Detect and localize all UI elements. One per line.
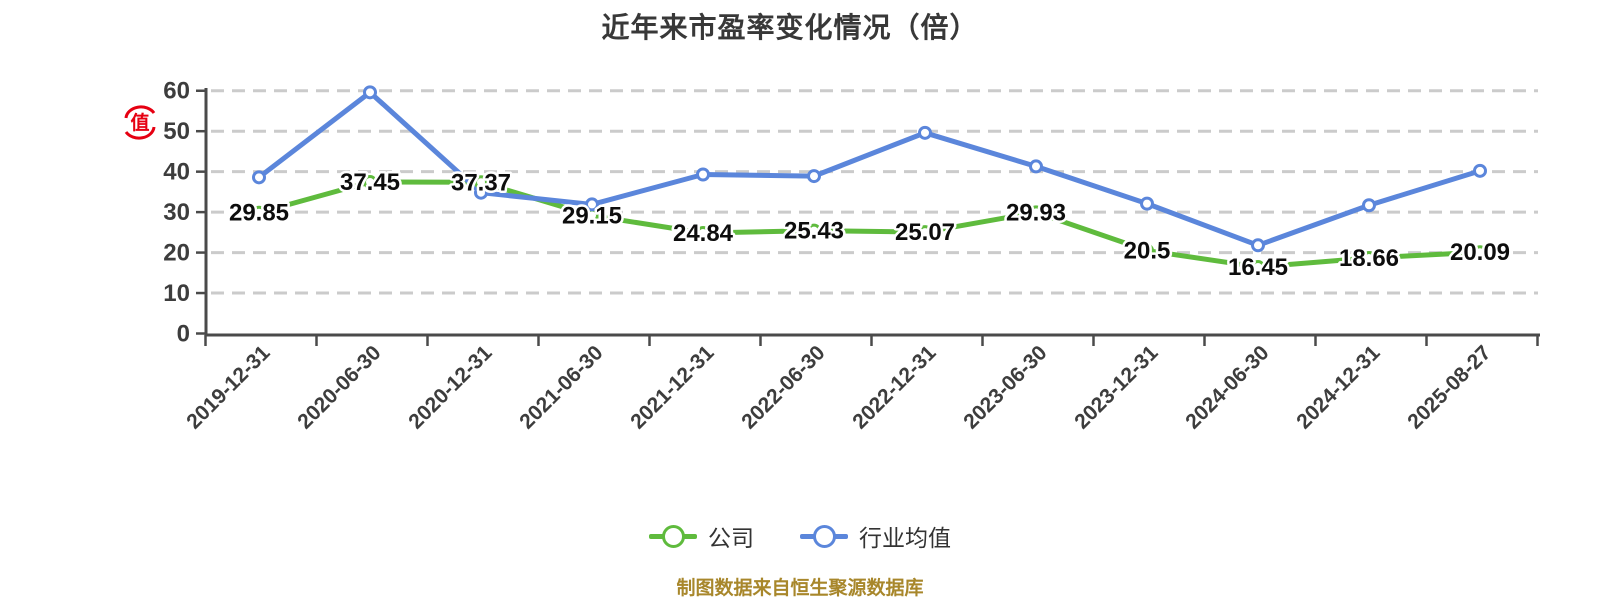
data-label: 37.45 <box>340 169 400 196</box>
x-tick-label: 2024-06-30 <box>1181 341 1273 433</box>
industry-legend-dot <box>813 524 836 548</box>
industry-average-data-point <box>1362 198 1376 213</box>
company-data-point <box>1029 205 1043 220</box>
x-tick-label: 2021-12-31 <box>626 341 718 433</box>
y-tick-label: 10 <box>163 280 190 307</box>
data-label: 37.37 <box>451 169 511 196</box>
company-data-point <box>918 225 932 240</box>
seal-bottom-arc <box>124 126 156 140</box>
data-label: 18.66 <box>1339 245 1399 272</box>
y-tick-label: 0 <box>177 321 190 348</box>
y-tick-label: 50 <box>163 118 190 145</box>
industry-average-data-point <box>252 170 266 185</box>
seal-top-arc <box>124 105 156 119</box>
x-tick-label: 2020-12-31 <box>404 341 496 433</box>
x-tick-label: 2022-12-31 <box>848 341 940 433</box>
seal-character: 值 <box>130 111 149 134</box>
data-label: 20.5 <box>1124 238 1171 265</box>
industry-average-data-point <box>1029 159 1043 174</box>
industry-average-data-point <box>1251 238 1265 253</box>
data-label: 20.09 <box>1450 239 1510 266</box>
company-data-point <box>363 174 377 189</box>
company-data-point <box>696 225 710 240</box>
data-label: 25.07 <box>895 219 955 246</box>
company-line <box>256 179 1483 270</box>
company-line-marker-icon <box>649 524 697 548</box>
chart-legend: 公司 行业均值 <box>0 519 1600 553</box>
company-data-point <box>1140 243 1154 258</box>
company-data-point <box>1473 245 1487 260</box>
y-tick-label: 30 <box>163 199 190 226</box>
data-label: 29.15 <box>562 203 622 230</box>
industry-average-data-point <box>585 197 599 212</box>
company-data-point <box>1362 251 1376 266</box>
x-tick-label: 2019-12-31 <box>182 341 274 433</box>
company-data-point <box>252 205 266 220</box>
industry-average-data-point <box>918 125 932 140</box>
y-tick-label: 60 <box>163 78 190 105</box>
data-label: 29.93 <box>1006 199 1066 226</box>
industry-average-data-point <box>1473 163 1487 178</box>
x-tick-label: 2023-06-30 <box>959 341 1051 433</box>
industry-average-data-point <box>363 85 377 100</box>
y-tick-label: 40 <box>163 159 190 186</box>
company-data-point <box>1251 259 1265 274</box>
y-tick-label: 20 <box>163 240 190 267</box>
legend-label-company: 公司 <box>708 525 754 551</box>
legend-label-industry-average: 行业均值 <box>859 525 951 551</box>
x-tick-label: 2025-08-27 <box>1403 341 1495 433</box>
data-label: 29.85 <box>229 200 289 227</box>
data-label: 16.45 <box>1228 254 1288 281</box>
x-tick-label: 2022-06-30 <box>737 341 829 433</box>
x-tick-label: 2021-06-30 <box>515 341 607 433</box>
data-label: 25.43 <box>784 218 844 245</box>
industry-average-data-point <box>807 169 821 184</box>
chart-title: 近年来市盈率变化情况（倍） <box>601 12 979 43</box>
industry-average-data-point <box>696 167 710 182</box>
x-tick-label: 2024-12-31 <box>1292 341 1384 433</box>
industry-average-data-point <box>474 185 488 200</box>
legend-item-company[interactable]: 公司 <box>649 519 754 553</box>
industry-average-line <box>256 89 1483 248</box>
x-tick-label: 2020-06-30 <box>293 341 385 433</box>
data-source-note: 制图数据来自恒生聚源数据库 <box>676 578 924 599</box>
legend-item-industry-average[interactable]: 行业均值 <box>800 519 951 553</box>
industry-average-data-point <box>1140 196 1154 211</box>
company-legend-dot <box>662 524 685 548</box>
company-data-point <box>807 223 821 238</box>
data-label: 24.84 <box>673 220 734 247</box>
red-seal-icon: 值 <box>124 105 156 140</box>
industry-line-marker-icon <box>800 524 848 548</box>
x-tick-label: 2023-12-31 <box>1070 341 1162 433</box>
